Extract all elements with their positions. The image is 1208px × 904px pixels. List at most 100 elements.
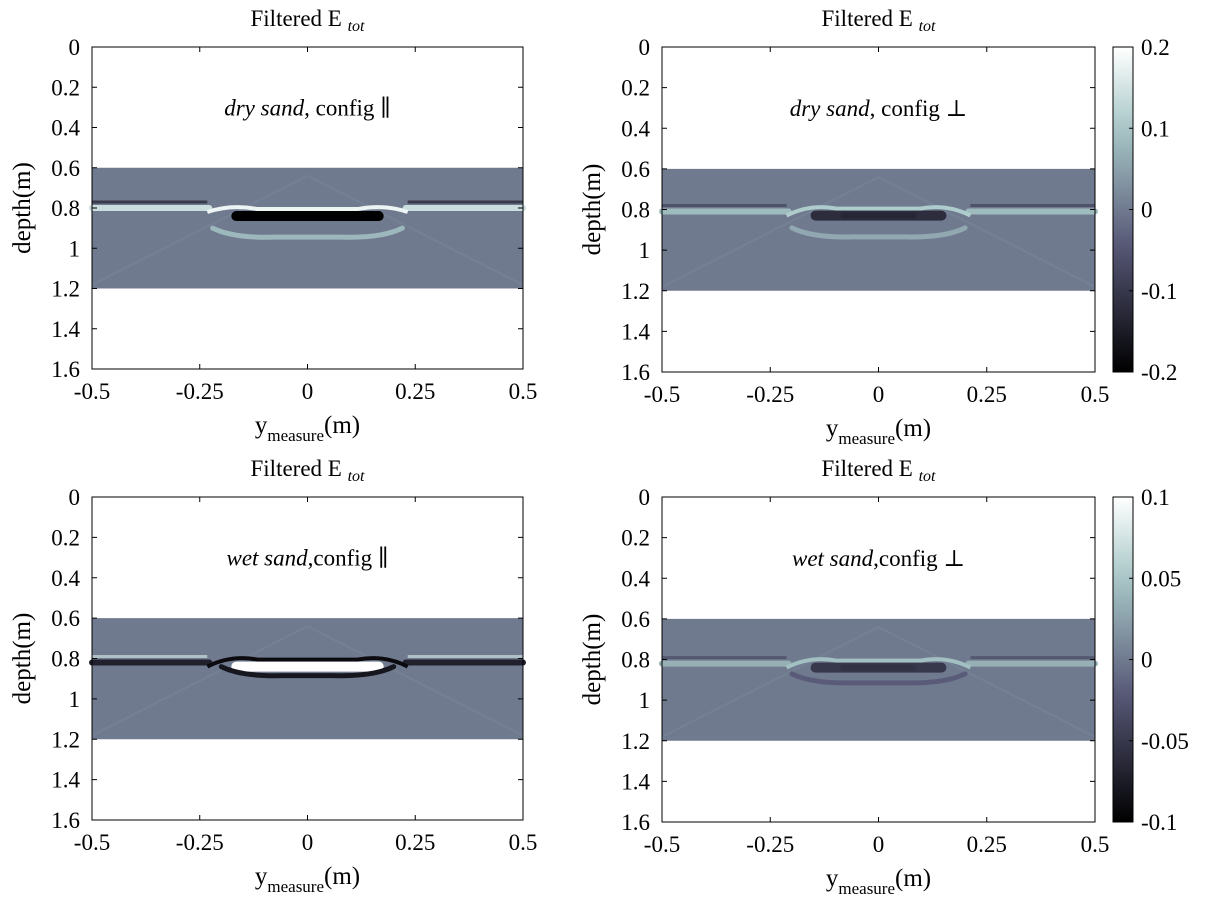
colorbar-tick-label: -0.2 [1141, 360, 1177, 385]
y-tick-label: 1.4 [621, 769, 650, 794]
x-axis-label: ymeasure(m) [255, 412, 360, 445]
panel-3: -0.5 -0.25 0 0.25 0.5 0 0.2 0.4 0.6 0.8 1 1.2 1.4 1.6… [9, 456, 538, 896]
y-tick-label: 0.8 [621, 198, 650, 223]
y-tick-label: 1.6 [51, 357, 80, 382]
y-tick-label: 1 [639, 688, 651, 713]
y-tick-label: 0.2 [621, 526, 650, 551]
y-tick-label: 1 [639, 238, 651, 263]
panel-annotation: wet sand,config ∥ [226, 546, 388, 571]
colorbar-tick-label: 0.1 [1141, 485, 1170, 510]
panel-title: Filtered E tot [251, 6, 366, 35]
x-tick-label: 0 [302, 830, 314, 855]
y-tick-label: 0.4 [621, 566, 650, 591]
colorbar-tick-label: -0.05 [1141, 729, 1189, 754]
x-tick-label: 0.25 [395, 830, 435, 855]
colorbar-tick-label: -0.1 [1141, 279, 1177, 304]
x-tick-label: 0.5 [509, 379, 538, 404]
y-tick-label: 0.4 [51, 566, 80, 591]
panel-2: -0.5 -0.25 0 0.25 0.5 0 0.2 0.4 0.6 0.8 1 1.2 1.4 1.6… [579, 6, 1177, 448]
y-tick-label: 1.2 [621, 729, 650, 754]
y-tick-label: 0.8 [621, 648, 650, 673]
x-tick-label: -0.25 [176, 379, 224, 404]
panel-title: Filtered E tot [822, 456, 937, 485]
y-tick-label: 0.6 [51, 606, 80, 631]
panel-title: Filtered E tot [822, 6, 937, 35]
x-tick-label: 0 [873, 382, 885, 407]
x-tick-label: 0.25 [395, 379, 435, 404]
y-tick-label: 0 [639, 485, 651, 510]
heatmap-region [92, 618, 523, 740]
x-tick-label: 0 [873, 832, 885, 857]
heatmap-region [662, 168, 1095, 291]
y-tick-label: 1.2 [51, 277, 80, 302]
y-tick-label: 0.4 [621, 116, 650, 141]
y-tick-label: 0 [69, 485, 81, 510]
colorbar-tick-label: 0 [1141, 198, 1153, 223]
y-tick-label: 0.2 [51, 75, 80, 100]
panel-1: -0.5 -0.25 0 0.25 0.5 0 0.2 0.4 0.6 0.8 1 1.2 1.4 1.6… [9, 6, 538, 445]
x-tick-label: -0.5 [644, 382, 680, 407]
y-tick-label: 1 [69, 687, 81, 712]
y-tick-label: 0.6 [51, 156, 80, 181]
y-axis-label: depth(m) [9, 162, 36, 254]
y-tick-label: 0 [69, 35, 81, 60]
secondary-reflection [789, 671, 968, 686]
y-tick-label: 1.6 [621, 360, 650, 385]
y-tick-label: 0.8 [51, 647, 80, 672]
x-tick-label: -0.25 [176, 830, 224, 855]
x-tick-label: -0.25 [746, 382, 794, 407]
colorbar-tick-label: -0.1 [1141, 810, 1177, 835]
colorbar-tick-label: 0.05 [1141, 566, 1181, 591]
x-tick-label: -0.5 [644, 832, 680, 857]
y-axis-label: depth(m) [579, 614, 606, 706]
x-tick-label: 0.5 [509, 830, 538, 855]
y-tick-label: 0.2 [51, 525, 80, 550]
y-tick-label: 0.2 [621, 76, 650, 101]
colorbar-tick-label: 0.2 [1141, 35, 1170, 60]
x-tick-label: -0.25 [746, 832, 794, 857]
x-tick-label: 0.5 [1081, 832, 1110, 857]
x-tick-label: -0.5 [74, 830, 110, 855]
panel-4: -0.5 -0.25 0 0.25 0.5 0 0.2 0.4 0.6 0.8 1 1.2 1.4 1.6… [579, 456, 1189, 898]
colorbar-tick-label: 0.1 [1141, 116, 1170, 141]
y-tick-label: 1.4 [51, 768, 80, 793]
x-tick-label: 0 [302, 379, 314, 404]
y-tick-label: 0.6 [621, 157, 650, 182]
target-reflection [206, 205, 409, 222]
y-axis-label: depth(m) [9, 613, 36, 705]
target-reflection [785, 205, 972, 221]
y-tick-label: 1.4 [621, 319, 650, 344]
diffraction-artifacts [662, 626, 1095, 738]
secondary-reflection [210, 225, 405, 240]
y-tick-label: 0 [639, 35, 651, 60]
secondary-reflection [218, 664, 397, 679]
reflection-band [659, 204, 1098, 215]
x-tick-label: 0.25 [967, 382, 1007, 407]
panel-title: Filtered E tot [251, 456, 366, 485]
y-tick-label: 1.2 [621, 279, 650, 304]
x-axis-label: ymeasure(m) [826, 865, 931, 898]
y-tick-label: 1 [69, 236, 81, 261]
y-axis-label: depth(m) [579, 164, 606, 256]
x-tick-label: 0.25 [967, 832, 1007, 857]
reflection-band [89, 200, 526, 211]
x-axis-label: ymeasure(m) [826, 415, 931, 448]
panel-annotation: dry sand, config ⊥ [790, 96, 968, 121]
x-tick-label: -0.5 [74, 379, 110, 404]
heatmap-region [92, 167, 523, 289]
target-reflection [206, 656, 409, 672]
reflection-band [659, 656, 1098, 667]
reflection-band [89, 655, 526, 666]
colorbar: 0.1 0.05 0 -0.05 -0.1 [1112, 485, 1189, 835]
diffraction-artifacts [92, 625, 523, 737]
colorbar-tick-label: 0 [1141, 648, 1153, 673]
panel-annotation: dry sand, config ∥ [224, 95, 391, 120]
y-tick-label: 0.4 [51, 116, 80, 141]
target-reflection [785, 657, 972, 673]
y-tick-label: 1.6 [621, 810, 650, 835]
x-tick-label: 0.5 [1081, 382, 1110, 407]
panel-annotation: wet sand,config ⊥ [792, 546, 965, 571]
heatmap-region [662, 618, 1095, 741]
colorbar: 0.2 0.1 0 -0.1 -0.2 [1112, 35, 1177, 385]
